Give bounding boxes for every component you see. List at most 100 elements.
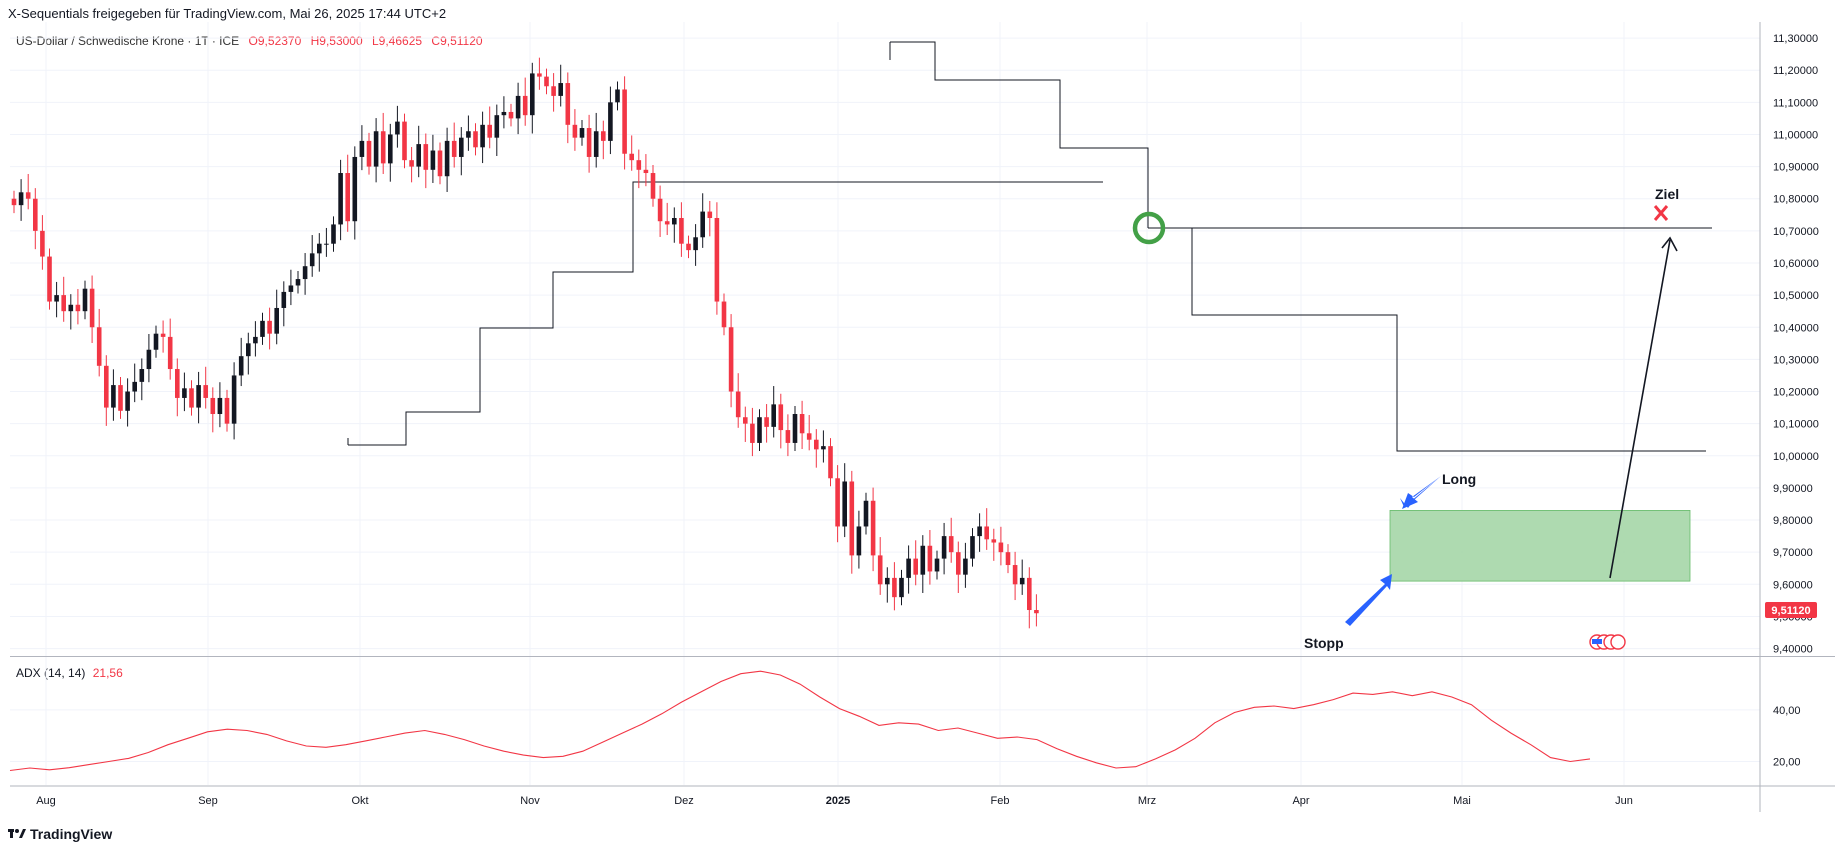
- candle-body: [466, 131, 471, 138]
- candle-body: [416, 144, 421, 167]
- candle-body: [828, 446, 833, 479]
- candle-body: [125, 391, 130, 411]
- step-line-down: [1148, 227, 1706, 452]
- price-tick: 10,10000: [1773, 419, 1819, 431]
- price-tick: 10,60000: [1773, 258, 1819, 270]
- candle-body: [743, 417, 748, 424]
- candles: [11, 57, 1039, 629]
- candle-body: [395, 121, 400, 135]
- time-tick: Jun: [1615, 795, 1633, 807]
- candle-body: [856, 526, 862, 556]
- candle-body: [182, 388, 187, 398]
- us-flag-event-icon: [1592, 639, 1602, 644]
- adx-pane: [9, 670, 1591, 772]
- symbol-legend[interactable]: US-Dollar / Schwedische Krone · 1T · ICE…: [16, 34, 483, 48]
- candle-body: [409, 160, 414, 167]
- tradingview-footer[interactable]: TradingView: [8, 826, 112, 842]
- candle-body: [672, 218, 677, 225]
- symbol-name[interactable]: US-Dollar / Schwedische Krone · 1T · ICE: [16, 34, 240, 48]
- candle-body: [196, 385, 201, 408]
- candle-body: [842, 481, 847, 527]
- drawings[interactable]: [1132, 205, 1678, 650]
- candle-body: [941, 536, 947, 559]
- candle-body: [82, 288, 88, 312]
- candle-body: [515, 95, 521, 119]
- tradingview-brand[interactable]: TradingView: [30, 826, 113, 842]
- ohlc-high: H9,53000: [310, 34, 363, 48]
- candle-body: [764, 417, 769, 427]
- price-tick: 10,70000: [1773, 226, 1819, 238]
- time-tick: Mrz: [1138, 795, 1156, 807]
- candle-body: [629, 153, 634, 161]
- price-tick: 11,00000: [1773, 129, 1818, 141]
- signal-circle: [1132, 211, 1166, 245]
- price-axis[interactable]: 11,30000 11,20000 11,10000 11,00000 10,90000…: [1773, 33, 1819, 656]
- price-tick: 10,20000: [1773, 387, 1819, 399]
- ziel-x-b: [1653, 205, 1669, 221]
- candle-body: [771, 404, 776, 427]
- last-price-tag: 9,51120: [1765, 602, 1817, 618]
- candle-body: [1034, 610, 1039, 614]
- candle-body: [175, 369, 180, 398]
- candle-body: [487, 124, 492, 138]
- candle-body: [558, 83, 563, 96]
- candle-body: [707, 211, 713, 219]
- time-axis[interactable]: Aug Sep Okt Nov Dez 2025 Feb Mrz Apr Mai Jun: [36, 795, 1633, 807]
- candle-body: [352, 156, 358, 222]
- ohlc-open: O9,52370: [248, 34, 302, 48]
- candle-body: [54, 295, 59, 302]
- candle-body: [380, 131, 386, 164]
- candle-body: [260, 320, 265, 337]
- annotation-labels: Long Stopp Ziel: [1304, 186, 1679, 651]
- candle-body: [437, 150, 443, 177]
- grid: [10, 22, 1760, 785]
- time-tick: Mai: [1453, 795, 1471, 807]
- adx-label[interactable]: ADX (14, 14): [16, 666, 86, 680]
- candle-body: [203, 385, 208, 398]
- candle-body: [551, 86, 556, 96]
- time-tick: Feb: [991, 795, 1010, 807]
- price-tick: 11,10000: [1773, 97, 1818, 109]
- candle-body: [324, 243, 329, 245]
- time-tick: Nov: [520, 795, 540, 807]
- candle-body: [40, 230, 45, 257]
- price-tick: 9,90000: [1773, 483, 1813, 495]
- candle-body: [522, 95, 528, 116]
- long-zone-box[interactable]: [1389, 510, 1691, 582]
- candle-body: [565, 83, 571, 125]
- last-price-text: 9,51120: [1771, 605, 1810, 617]
- candle-body: [963, 558, 968, 575]
- adx-legend[interactable]: ADX (14, 14) 21,56: [16, 666, 123, 680]
- candle-body: [778, 404, 784, 431]
- candle-body: [388, 134, 393, 164]
- time-tick: 2025: [826, 795, 850, 807]
- candle-body: [217, 397, 223, 415]
- candle-body: [89, 288, 95, 328]
- candle-body: [686, 243, 691, 251]
- candle-body: [572, 124, 578, 138]
- candle-body: [977, 526, 982, 537]
- adx-axis[interactable]: 40,00 20,00: [1773, 705, 1801, 769]
- candle-body: [501, 111, 507, 116]
- price-tick: 10,40000: [1773, 322, 1819, 334]
- candle-body: [956, 552, 961, 575]
- candle-body: [877, 555, 883, 585]
- candle-body: [750, 423, 755, 443]
- step-lines[interactable]: [347, 41, 1712, 452]
- time-tick: Sep: [198, 795, 218, 807]
- candle-body: [906, 558, 911, 578]
- candle-body: [920, 545, 926, 575]
- us-flag-event-icon: [1610, 634, 1626, 650]
- candle-body: [991, 539, 997, 543]
- candle-body: [721, 301, 727, 328]
- price-tick: 9,60000: [1773, 579, 1813, 591]
- candle-body: [579, 128, 585, 138]
- candle-body: [849, 481, 855, 556]
- candle-body: [934, 558, 940, 572]
- candle-body: [700, 211, 705, 238]
- stopp-label: Stopp: [1304, 635, 1344, 651]
- candle-body: [821, 446, 826, 450]
- ziel-label: Ziel: [1655, 186, 1679, 202]
- price-tick: 9,70000: [1773, 547, 1813, 559]
